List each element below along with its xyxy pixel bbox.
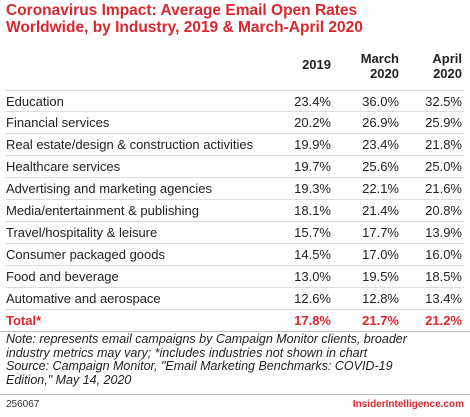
table-row: Financial services 20.2% 26.9% 25.9% xyxy=(6,112,464,134)
cell-april-2020: 16.0% xyxy=(425,247,462,262)
cell-april-2020: 18.5% xyxy=(425,269,462,284)
column-header-2019-line-1: 2019 xyxy=(302,57,331,72)
table-row: Healthcare services 19.7% 25.6% 25.0% xyxy=(6,156,464,178)
cell-april-2020: 25.0% xyxy=(425,159,462,174)
cell-2019: 19.3% xyxy=(294,181,331,196)
cell-april-2020: 21.6% xyxy=(425,181,462,196)
table-row: Food and beverage 13.0% 19.5% 18.5% xyxy=(6,266,464,288)
cell-march-2020: 12.8% xyxy=(362,291,399,306)
total-2019: 17.8% xyxy=(294,313,331,328)
row-label: Food and beverage xyxy=(6,269,119,284)
source-note: Note: represents email campaigns by Camp… xyxy=(6,332,462,387)
total-march-2020: 21.7% xyxy=(362,313,399,328)
footer-divider xyxy=(0,394,470,395)
column-header-march-line-2: 2020 xyxy=(370,66,399,81)
note-line-4: Edition," May 14, 2020 xyxy=(6,372,132,387)
cell-2019: 20.2% xyxy=(294,115,331,130)
table-row: Real estate/design & construction activi… xyxy=(6,134,464,156)
cell-april-2020: 20.8% xyxy=(425,203,462,218)
cell-2019: 18.1% xyxy=(294,203,331,218)
row-label: Advertising and marketing agencies xyxy=(6,181,212,196)
table-row: Media/entertainment & publishing 18.1% 2… xyxy=(6,200,464,222)
column-header-april-line-2: 2020 xyxy=(433,66,462,81)
cell-2019: 19.7% xyxy=(294,159,331,174)
total-label: Total* xyxy=(6,313,42,328)
cell-april-2020: 13.4% xyxy=(425,291,462,306)
chart-title-line-1: Coronavirus Impact: Average Email Open R… xyxy=(6,2,358,19)
total-april-2020: 21.2% xyxy=(425,313,462,328)
chart-title: Coronavirus Impact: Average Email Open R… xyxy=(6,0,464,36)
cell-2019: 13.0% xyxy=(294,269,331,284)
chart-title-line-2: Worldwide, by Industry, 2019 & March-Apr… xyxy=(6,19,363,36)
cell-2019: 23.4% xyxy=(294,94,331,109)
row-label: Automative and aerospace xyxy=(6,291,161,306)
row-label: Consumer packaged goods xyxy=(6,247,165,262)
note-line-2: industry metrics may vary; *includes ind… xyxy=(6,345,368,360)
column-header-2019: 2019 xyxy=(271,57,331,72)
cell-march-2020: 25.6% xyxy=(362,159,399,174)
cell-april-2020: 25.9% xyxy=(425,115,462,130)
cell-march-2020: 26.9% xyxy=(362,115,399,130)
cell-2019: 12.6% xyxy=(294,291,331,306)
cell-march-2020: 17.7% xyxy=(362,225,399,240)
note-line-3: Source: Campaign Monitor, "Email Marketi… xyxy=(6,359,393,373)
table-row-total: Total* 17.8% 21.7% 21.2% xyxy=(6,310,464,332)
column-header-march-2020: March 2020 xyxy=(339,51,399,81)
column-header-march-line-1: March xyxy=(360,51,399,66)
note-line-1: Note: represents email campaigns by Camp… xyxy=(6,332,407,346)
row-label: Education xyxy=(6,94,64,109)
table-row: Advertising and marketing agencies 19.3%… xyxy=(6,178,464,200)
row-label: Media/entertainment & publishing xyxy=(6,203,199,218)
cell-2019: 14.5% xyxy=(294,247,331,262)
chart-id: 256067 xyxy=(6,399,40,410)
row-label: Real estate/design & construction activi… xyxy=(6,137,254,152)
row-label: Financial services xyxy=(6,115,110,130)
cell-april-2020: 13.9% xyxy=(425,225,462,240)
cell-march-2020: 17.0% xyxy=(362,247,399,262)
cell-2019: 15.7% xyxy=(294,225,331,240)
cell-april-2020: 32.5% xyxy=(425,94,462,109)
table-row: Travel/hospitality & leisure 15.7% 17.7%… xyxy=(6,222,464,244)
cell-2019: 19.9% xyxy=(294,137,331,152)
note-divider xyxy=(0,331,470,332)
data-table: 2019 March 2020 April 2020 Education 23.… xyxy=(6,51,464,332)
row-label: Travel/hospitality & leisure xyxy=(6,225,158,240)
cell-march-2020: 21.4% xyxy=(362,203,399,218)
column-header-april-2020: April 2020 xyxy=(402,51,462,81)
brand-logo-text: InsiderIntelligence.com xyxy=(352,399,464,410)
row-label: Healthcare services xyxy=(6,159,121,174)
table-row: Education 23.4% 36.0% 32.5% xyxy=(6,90,464,112)
table-row: Consumer packaged goods 14.5% 17.0% 16.0… xyxy=(6,244,464,266)
cell-march-2020: 19.5% xyxy=(362,269,399,284)
table-row: Automative and aerospace 12.6% 12.8% 13.… xyxy=(6,288,464,310)
cell-march-2020: 22.1% xyxy=(362,181,399,196)
cell-april-2020: 21.8% xyxy=(425,137,462,152)
cell-march-2020: 23.4% xyxy=(362,137,399,152)
column-header-april-line-1: April xyxy=(432,51,462,66)
cell-march-2020: 36.0% xyxy=(362,94,399,109)
table-header-row: 2019 March 2020 April 2020 xyxy=(6,51,464,90)
